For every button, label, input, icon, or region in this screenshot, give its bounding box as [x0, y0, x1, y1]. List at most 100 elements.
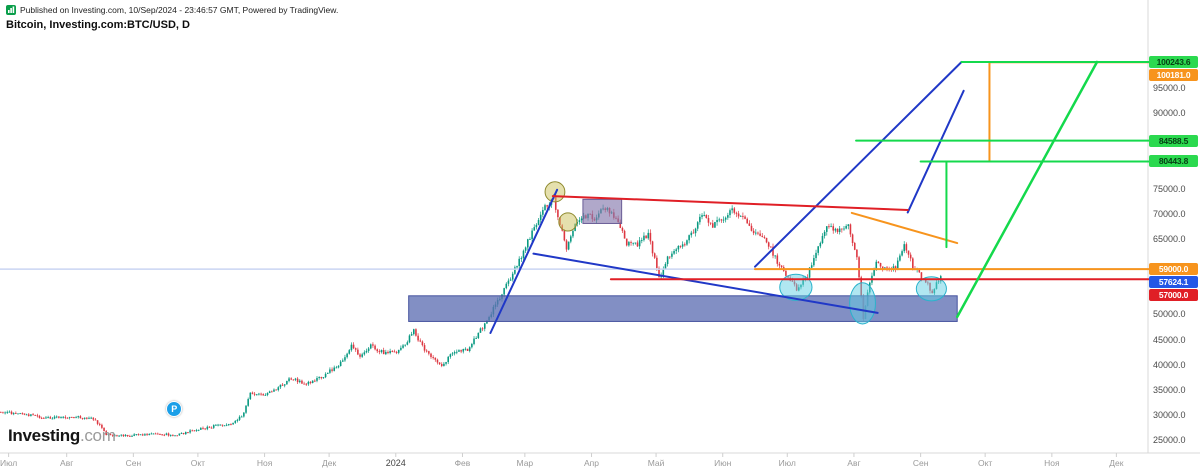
candle-body — [748, 223, 751, 226]
candle-body — [15, 413, 17, 414]
candle-body — [389, 351, 391, 354]
candle-body — [834, 228, 837, 231]
candle-body — [329, 369, 331, 373]
x-axis-label: Дек — [321, 458, 337, 468]
candle-body — [58, 416, 60, 418]
candle-body — [294, 378, 297, 380]
candle-body — [881, 266, 884, 269]
candle-body — [219, 424, 222, 426]
candle-body — [849, 224, 852, 235]
candle-body — [873, 268, 875, 276]
candle-body — [400, 347, 402, 350]
candle-body — [86, 417, 88, 419]
publication-marker[interactable]: P — [166, 400, 183, 417]
candle-body — [161, 434, 163, 436]
candle-body — [524, 247, 527, 251]
candle-body — [718, 219, 721, 221]
candle-body — [75, 417, 77, 419]
candle-body — [275, 389, 277, 391]
candle-body — [456, 351, 458, 353]
march-top-circle-1[interactable] — [544, 181, 566, 203]
candle-body — [73, 417, 75, 419]
resistance-red[interactable] — [551, 195, 909, 212]
candle-body — [808, 267, 811, 278]
candle-body — [896, 260, 899, 270]
candle-body — [722, 219, 725, 221]
candle-body — [699, 216, 701, 223]
candle-body — [520, 258, 523, 260]
price-badge: 57000.0 — [1149, 289, 1198, 302]
candle-body — [815, 252, 817, 259]
projection-blue-short[interactable] — [906, 89, 965, 214]
candle-body — [249, 392, 252, 400]
candle-body — [19, 413, 21, 415]
candle-body — [247, 399, 249, 406]
april-consolidation-box[interactable] — [582, 198, 623, 224]
candle-body — [193, 430, 196, 432]
candle-body — [483, 323, 486, 329]
descending-orange[interactable] — [850, 211, 959, 245]
candle-body — [408, 335, 411, 343]
candle-body — [109, 433, 112, 435]
candle-body — [324, 373, 327, 378]
candle-body — [122, 434, 125, 437]
candle-body — [70, 416, 73, 418]
august-crash-highlight[interactable] — [849, 282, 876, 325]
candle-body — [111, 434, 114, 436]
candle-body — [305, 383, 308, 385]
march-top-circle-2[interactable] — [558, 212, 578, 232]
candle-body — [656, 257, 658, 268]
candle-body — [195, 430, 198, 431]
candle-body — [333, 367, 336, 371]
candle-body — [458, 350, 460, 352]
candle-body — [696, 222, 699, 229]
candle-body — [621, 228, 624, 231]
candle-body — [141, 434, 144, 436]
candle-body — [651, 241, 654, 254]
candle-body — [43, 417, 45, 419]
candle-body — [385, 351, 387, 355]
candle-body — [464, 348, 467, 350]
candle-body — [40, 417, 43, 419]
candle-body — [350, 344, 353, 351]
y-axis-tick: 30000.0 — [1153, 409, 1186, 420]
candle-body — [326, 372, 329, 374]
price-badge: 80443.8 — [1149, 155, 1198, 168]
x-axis-label: Сен — [912, 458, 929, 468]
trend-lines[interactable] — [0, 60, 1150, 334]
candle-body — [191, 430, 194, 432]
candle-body — [118, 435, 120, 437]
candle-body — [746, 218, 748, 224]
candle-body — [32, 414, 34, 416]
candle-body — [686, 240, 688, 245]
projection-blue-long[interactable] — [754, 60, 963, 268]
highlight-shapes[interactable] — [408, 181, 958, 325]
july-low-highlight[interactable] — [779, 273, 813, 301]
candle-body — [144, 434, 146, 436]
candle-body — [909, 254, 912, 259]
candle-body — [714, 222, 716, 228]
descending-support-blue[interactable] — [532, 252, 879, 314]
candle-body — [675, 249, 678, 252]
september-low-highlight[interactable] — [915, 276, 947, 302]
candle-body — [320, 377, 323, 379]
projection-green[interactable] — [955, 60, 1099, 319]
candle-body — [638, 240, 641, 247]
candle-body — [522, 250, 525, 259]
candle-body — [66, 417, 69, 419]
candle-body — [886, 267, 888, 269]
candle-body — [296, 378, 299, 383]
candle-body — [339, 361, 342, 367]
candle-body — [701, 215, 703, 217]
candle-body — [391, 351, 394, 352]
candle-body — [331, 369, 333, 371]
candle-body — [821, 235, 824, 243]
candle-body — [307, 381, 310, 385]
candle-body — [277, 387, 280, 391]
candle-body — [51, 418, 54, 420]
candle-body — [60, 417, 62, 418]
rally-trendline-blue[interactable] — [489, 188, 559, 334]
candle-body — [486, 320, 488, 324]
candle-body — [232, 422, 234, 425]
